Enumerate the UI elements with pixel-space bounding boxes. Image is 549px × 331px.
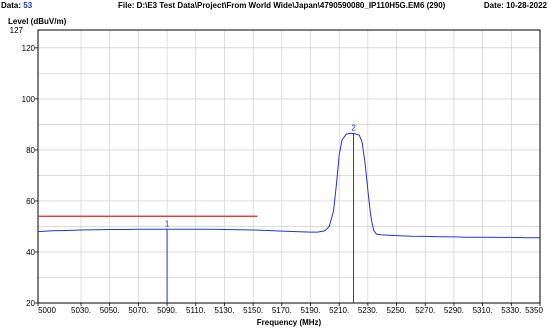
y-tick-label: 20 xyxy=(26,299,35,308)
x-tick-label: 5210. xyxy=(329,306,349,315)
marker-label: 1 xyxy=(165,219,170,228)
marker-label: 2 xyxy=(351,123,356,132)
x-tick-label: 5350 xyxy=(525,306,543,315)
x-tick-label: 5050. xyxy=(100,306,120,315)
x-tick-label: 5250. xyxy=(387,306,407,315)
x-tick-label: 5330. xyxy=(501,306,521,315)
x-tick-label: 5170. xyxy=(272,306,292,315)
y-tick-label: 60 xyxy=(26,197,35,206)
x-tick-label: 5000 xyxy=(38,306,56,315)
x-tick-label: 5290. xyxy=(444,306,464,315)
series-line xyxy=(37,132,540,239)
plot-area xyxy=(38,30,540,303)
x-axis-title: Frequency (MHz) xyxy=(257,318,322,327)
plot-frame xyxy=(37,29,541,304)
x-tick-label: 5230. xyxy=(358,306,378,315)
data-count-label: Data: 53 xyxy=(1,1,32,10)
x-tick-label: 5190. xyxy=(300,306,320,315)
x-tick-label: 5030. xyxy=(71,306,91,315)
file-path-label: File: D:\E3 Test Data\Project\From World… xyxy=(118,1,446,10)
y-tick-label: 120 xyxy=(22,44,36,53)
y-tick-label: 100 xyxy=(22,95,36,104)
y-axis-title: Level (dBuV/m) xyxy=(8,17,67,26)
x-tick-label: 5110. xyxy=(186,306,205,315)
x-tick-label: 5270. xyxy=(415,306,435,315)
data-label: Data: xyxy=(1,1,22,10)
x-tick-label: 5090. xyxy=(157,306,177,315)
x-tick-label: 5150. xyxy=(243,306,263,315)
y-max-label: 127 xyxy=(10,26,24,35)
date-label: Date: 10-28-2022 xyxy=(483,1,547,10)
x-tick-label: 5310. xyxy=(473,306,493,315)
x-tick-label: 5130. xyxy=(214,306,234,315)
y-tick-label: 40 xyxy=(26,248,35,257)
data-count-value: 53 xyxy=(23,1,33,10)
y-tick-label: 80 xyxy=(26,146,35,155)
x-tick-label: 5070. xyxy=(128,306,148,315)
